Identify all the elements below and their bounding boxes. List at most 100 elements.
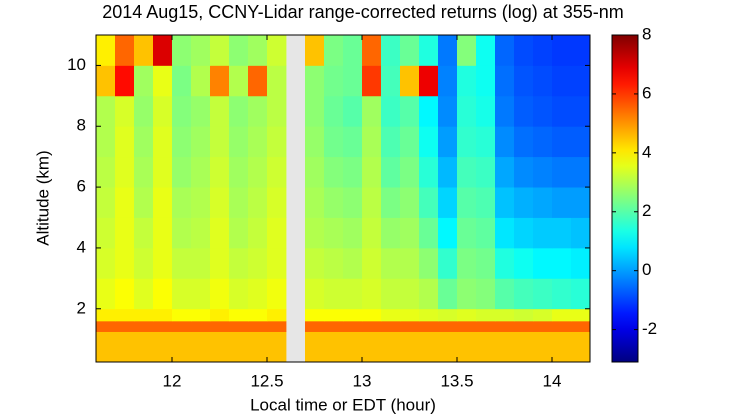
heatmap-cell bbox=[191, 247, 211, 279]
heatmap-cell bbox=[210, 278, 230, 310]
heatmap-cell bbox=[305, 35, 325, 66]
heatmap-cell bbox=[229, 278, 249, 310]
heatmap-cell bbox=[438, 156, 458, 188]
heatmap-cell bbox=[210, 187, 230, 218]
heatmap-cell bbox=[571, 35, 591, 66]
heatmap-cell bbox=[153, 187, 173, 218]
y-tick-label: 4 bbox=[77, 237, 86, 256]
heatmap-cell bbox=[514, 308, 534, 322]
heatmap-cell bbox=[134, 217, 154, 249]
heatmap-cell bbox=[267, 320, 287, 332]
heatmap-cell bbox=[495, 35, 515, 66]
heatmap-cell bbox=[552, 331, 572, 363]
heatmap-cell bbox=[115, 331, 135, 363]
heatmap-cell bbox=[514, 126, 534, 158]
colorbar-tick-label: 6 bbox=[642, 83, 651, 102]
heatmap-cell bbox=[438, 278, 458, 310]
heatmap-cell bbox=[343, 278, 363, 310]
heatmap-cell bbox=[457, 187, 477, 218]
heatmap-cell bbox=[134, 247, 154, 279]
heatmap-cell bbox=[400, 187, 420, 218]
heatmap-cell bbox=[533, 217, 553, 249]
heatmap-cell bbox=[552, 156, 572, 188]
heatmap-cell bbox=[229, 187, 249, 218]
heatmap-cell bbox=[495, 126, 515, 158]
heatmap-cell bbox=[248, 126, 268, 158]
heatmap-cell bbox=[305, 126, 325, 158]
heatmap-cell bbox=[552, 126, 572, 158]
heatmap-cell bbox=[96, 217, 116, 249]
heatmap-cell bbox=[172, 126, 192, 158]
heatmap-cell bbox=[324, 187, 344, 218]
heatmap-cell bbox=[438, 35, 458, 66]
heatmap-cell bbox=[229, 65, 249, 97]
heatmap-cell bbox=[438, 187, 458, 218]
heatmap-cell bbox=[552, 217, 572, 249]
heatmap-cell bbox=[438, 95, 458, 127]
heatmap-cell bbox=[267, 278, 287, 310]
heatmap-cell bbox=[552, 247, 572, 279]
heatmap-cell bbox=[419, 65, 439, 97]
heatmap-cell bbox=[495, 331, 515, 363]
heatmap-cell bbox=[115, 35, 135, 66]
heatmap-cell bbox=[400, 278, 420, 310]
heatmap-cell bbox=[210, 308, 230, 322]
heatmap-cell bbox=[229, 320, 249, 332]
heatmap-cell bbox=[552, 187, 572, 218]
heatmap-cell bbox=[438, 217, 458, 249]
heatmap-cell bbox=[343, 331, 363, 363]
heatmap-cell bbox=[248, 217, 268, 249]
heatmap-cell bbox=[248, 65, 268, 97]
heatmap-cell bbox=[514, 65, 534, 97]
heatmap-cell bbox=[381, 278, 401, 310]
heatmap-cell bbox=[457, 156, 477, 188]
heatmap-cell bbox=[324, 126, 344, 158]
heatmap-cell bbox=[552, 308, 572, 322]
heatmap-cell bbox=[210, 35, 230, 66]
heatmap-cell bbox=[191, 308, 211, 322]
heatmap-cell bbox=[267, 126, 287, 158]
heatmap-cell bbox=[571, 247, 591, 279]
heatmap-cell bbox=[324, 95, 344, 127]
heatmap-cell bbox=[495, 187, 515, 218]
heatmap-cell bbox=[419, 156, 439, 188]
heatmap-cell bbox=[172, 308, 192, 322]
colorbar-tick-label: -2 bbox=[642, 319, 657, 338]
heatmap-cell bbox=[96, 35, 116, 66]
heatmap-cell bbox=[419, 331, 439, 363]
heatmap-cell bbox=[362, 331, 382, 363]
heatmap-cell bbox=[362, 247, 382, 279]
heatmap-cell bbox=[533, 320, 553, 332]
heatmap-cell bbox=[495, 247, 515, 279]
heatmap-cell bbox=[514, 320, 534, 332]
heatmap-cell bbox=[324, 247, 344, 279]
heatmap-cell bbox=[400, 156, 420, 188]
heatmap-cell bbox=[210, 217, 230, 249]
heatmap-cell bbox=[438, 308, 458, 322]
heatmap-cell bbox=[533, 187, 553, 218]
heatmap-cell bbox=[172, 35, 192, 66]
heatmap-cell bbox=[381, 308, 401, 322]
heatmap-cell bbox=[457, 278, 477, 310]
x-axis-label: Local time or EDT (hour) bbox=[250, 395, 436, 414]
heatmap-cell bbox=[476, 95, 496, 127]
heatmap-cell bbox=[419, 247, 439, 279]
heatmap-cell bbox=[476, 320, 496, 332]
heatmap-cell bbox=[96, 247, 116, 279]
heatmap-cell bbox=[476, 331, 496, 363]
heatmap-cell bbox=[438, 126, 458, 158]
heatmap-cell bbox=[324, 331, 344, 363]
heatmap-cell bbox=[229, 308, 249, 322]
heatmap-cell bbox=[229, 95, 249, 127]
heatmap-cell bbox=[457, 217, 477, 249]
heatmap-cell bbox=[533, 126, 553, 158]
heatmap-cell bbox=[134, 308, 154, 322]
heatmap-cell bbox=[248, 187, 268, 218]
heatmap-cell bbox=[533, 308, 553, 322]
heatmap-cell bbox=[172, 331, 192, 363]
chart-title: 2014 Aug15, CCNY-Lidar range-corrected r… bbox=[102, 2, 624, 22]
heatmap-cell bbox=[381, 320, 401, 332]
colorbar-tick-label: 2 bbox=[642, 201, 651, 220]
heatmap-cell bbox=[172, 187, 192, 218]
heatmap bbox=[96, 35, 591, 363]
